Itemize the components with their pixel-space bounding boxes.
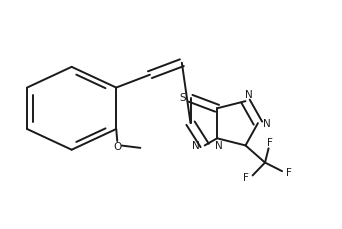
Text: N: N [192, 141, 200, 151]
Text: F: F [286, 167, 292, 177]
Text: N: N [263, 118, 271, 128]
Text: N: N [245, 90, 253, 100]
Text: F: F [267, 137, 273, 147]
Text: S: S [180, 93, 186, 103]
Text: F: F [243, 172, 249, 182]
Text: O: O [113, 141, 121, 151]
Text: N: N [215, 141, 223, 151]
